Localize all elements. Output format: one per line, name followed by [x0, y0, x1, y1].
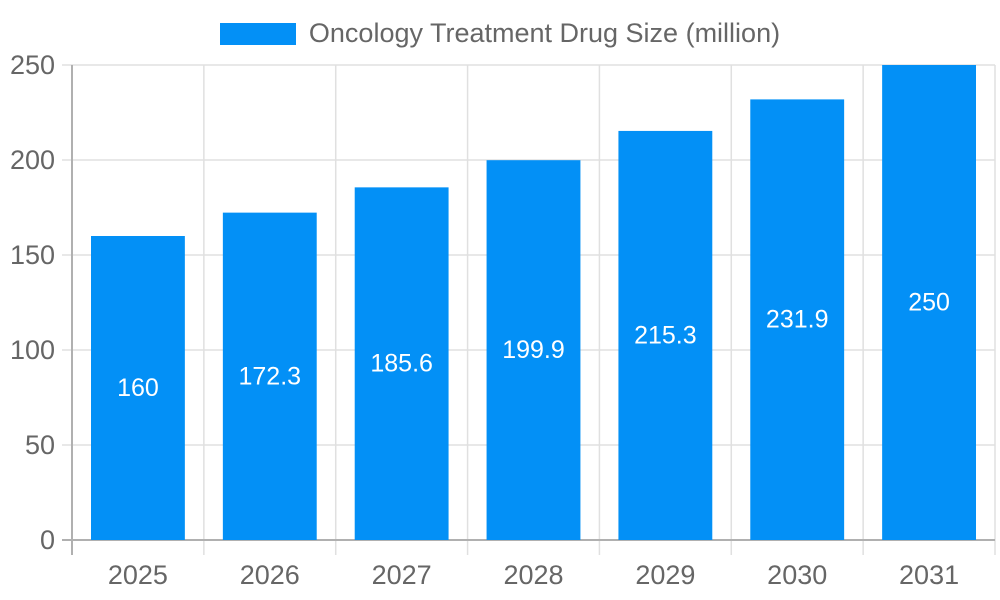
x-tick-label: 2028 — [503, 560, 563, 590]
bar-value-label: 160 — [117, 374, 159, 402]
x-tick-label: 2031 — [899, 560, 959, 590]
y-tick-label: 250 — [10, 50, 55, 80]
bar-2029 — [618, 130, 713, 540]
y-tick-label: 200 — [10, 145, 55, 175]
bar-2027 — [354, 187, 449, 541]
legend-item[interactable]: Oncology Treatment Drug Size (million) — [0, 20, 1000, 47]
bar-2031 — [882, 65, 976, 540]
legend-label: Oncology Treatment Drug Size (million) — [308, 18, 781, 48]
bar-value-label: 172.3 — [239, 362, 302, 390]
x-tick-label: 2026 — [240, 560, 300, 590]
bar-2030 — [750, 99, 845, 540]
bar-value-label: 185.6 — [370, 350, 433, 378]
bar-2025 — [91, 236, 185, 540]
y-tick-label: 100 — [10, 335, 55, 365]
y-tick-label: 150 — [10, 240, 55, 270]
bar-2026 — [222, 212, 317, 540]
x-tick-label: 2027 — [372, 560, 432, 590]
bar-value-label: 215.3 — [634, 321, 697, 349]
bar-2028 — [486, 160, 581, 540]
bar-value-label: 250 — [908, 289, 950, 317]
x-tick-label: 2030 — [767, 560, 827, 590]
bar-value-label: 199.9 — [502, 336, 565, 364]
x-tick-label: 2029 — [635, 560, 695, 590]
x-tick-label: 2025 — [108, 560, 168, 590]
y-tick-label: 50 — [25, 430, 55, 460]
y-tick-label: 0 — [40, 525, 55, 555]
bar-value-label: 231.9 — [766, 306, 829, 334]
legend-swatch-icon — [219, 22, 296, 45]
